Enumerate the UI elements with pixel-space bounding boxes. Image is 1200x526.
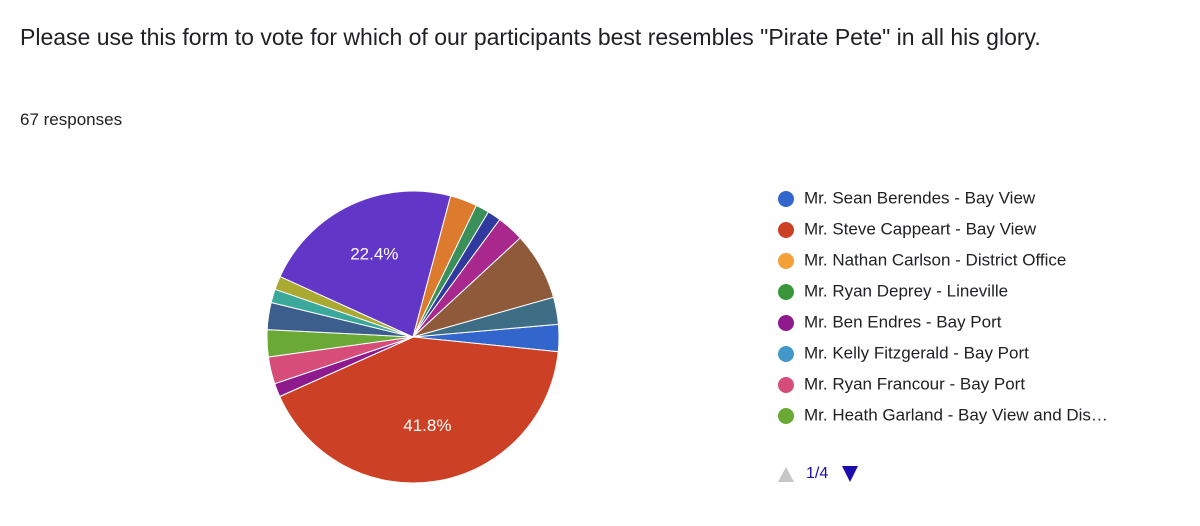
- legend-swatch: [778, 377, 794, 393]
- legend-label: Mr. Kelly Fitzgerald - Bay Port: [804, 343, 1029, 362]
- legend-page: 1/4: [806, 465, 828, 482]
- legend-swatch: [778, 315, 794, 331]
- legend-swatch: [778, 191, 794, 207]
- legend-swatch: [778, 284, 794, 300]
- prev-page[interactable]: [778, 467, 794, 482]
- pie-slice: [279, 336, 559, 484]
- legend-label: Mr. Ben Endres - Bay Port: [804, 312, 1002, 331]
- legend-label: Mr. Steve Cappeart - Bay View: [804, 219, 1037, 238]
- legend-swatch: [778, 346, 794, 362]
- legend-swatch: [778, 408, 794, 424]
- legend-label: Mr. Heath Garland - Bay View and Dis…: [804, 405, 1108, 424]
- legend-label: Mr. Ryan Deprey - Lineville: [804, 281, 1008, 300]
- legend-label: Mr. Nathan Carlson - District Office: [804, 250, 1066, 269]
- legend-swatch: [778, 253, 794, 269]
- next-page[interactable]: [842, 466, 858, 482]
- legend-label: Mr. Ryan Francour - Bay Port: [804, 374, 1025, 393]
- response-count: 67 responses: [20, 110, 123, 129]
- chart-title: Please use this form to vote for which o…: [20, 24, 1041, 50]
- legend-swatch: [778, 222, 794, 238]
- slice-label: 22.4%: [350, 245, 398, 264]
- pie-slice: [279, 190, 452, 338]
- legend-label: Mr. Sean Berendes - Bay View: [804, 188, 1036, 207]
- slice-label: 41.8%: [403, 416, 451, 435]
- pie-slice: [412, 296, 559, 338]
